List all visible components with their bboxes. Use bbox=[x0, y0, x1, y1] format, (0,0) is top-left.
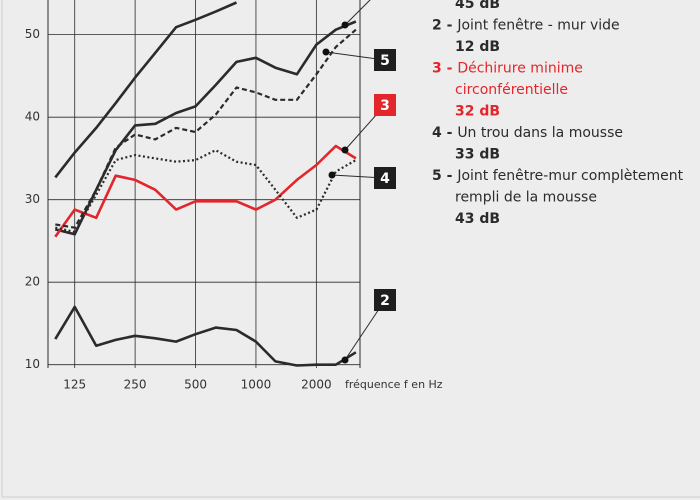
series-line bbox=[55, 149, 357, 233]
callout-label: 4 bbox=[380, 171, 390, 187]
y-tick-label: 50 bbox=[25, 27, 40, 41]
callout-box bbox=[374, 49, 396, 71]
legend-value: 33 dB bbox=[455, 147, 500, 163]
legend-name: circonférentielle bbox=[455, 82, 568, 98]
x-tick-label: 2000 bbox=[301, 378, 332, 392]
y-tick-label: 40 bbox=[25, 110, 40, 124]
leader-dot bbox=[341, 21, 349, 29]
series-line bbox=[54, 1, 238, 179]
y-tick-label: 10 bbox=[25, 357, 40, 371]
legend-name: Joint fenêtre - mur vide bbox=[456, 18, 619, 34]
legend-sep: - bbox=[442, 61, 458, 77]
legend-sep: - bbox=[442, 168, 458, 184]
legend-name: Déchirure minime bbox=[457, 61, 583, 77]
legend-number: 3 bbox=[432, 61, 442, 77]
legend-sep: - bbox=[442, 18, 458, 34]
legend-value: 45 dB bbox=[455, 0, 500, 12]
series-line bbox=[54, 305, 357, 367]
callout-box bbox=[374, 94, 396, 116]
series-line bbox=[54, 144, 357, 238]
legend-text: 4 - Un trou dans la mousse bbox=[432, 125, 623, 141]
callout-label: 2 bbox=[380, 293, 390, 309]
leader-dot bbox=[341, 356, 349, 364]
legend-text: rempli de la mousse bbox=[455, 190, 597, 206]
legend-number: 4 bbox=[432, 125, 442, 141]
series-line bbox=[54, 20, 357, 236]
legend-text: circonférentielle bbox=[455, 82, 568, 98]
legend-number: 5 bbox=[432, 168, 442, 184]
series-line bbox=[55, 28, 357, 229]
callout-label: 5 bbox=[380, 53, 390, 69]
legend-number: 2 bbox=[432, 18, 442, 34]
x-tick-label: 500 bbox=[184, 378, 207, 392]
y-tick-label: 20 bbox=[25, 275, 40, 289]
leader-dot bbox=[341, 146, 349, 154]
y-tick-label: 30 bbox=[25, 192, 40, 206]
x-tick-label: 125 bbox=[63, 378, 86, 392]
legend-value: 12 dB bbox=[455, 39, 500, 55]
callout-box bbox=[374, 167, 396, 189]
x-tick-label: 1000 bbox=[241, 378, 272, 392]
legend-value: 43 dB bbox=[455, 211, 500, 227]
legend-value: 32 dB bbox=[455, 104, 500, 120]
legend-name: Un trou dans la mousse bbox=[457, 125, 623, 141]
callout-box bbox=[374, 289, 396, 311]
x-tick-label: 250 bbox=[124, 378, 147, 392]
leader-dot bbox=[322, 48, 330, 56]
leader-dot bbox=[328, 171, 336, 179]
legend-sep: - bbox=[442, 125, 458, 141]
legend-name: Joint fenêtre-mur complètement bbox=[456, 168, 683, 184]
legend-text: 2 - Joint fenêtre - mur vide bbox=[432, 18, 620, 34]
legend-text: 3 - Déchirure minime bbox=[432, 61, 583, 77]
legend-text: 5 - Joint fenêtre-mur complètement bbox=[432, 168, 684, 184]
leader-line bbox=[344, 0, 371, 26]
legend-name: rempli de la mousse bbox=[455, 190, 597, 206]
callout-label: 3 bbox=[380, 98, 390, 114]
x-axis-label: fréquence f en Hz bbox=[345, 378, 443, 391]
